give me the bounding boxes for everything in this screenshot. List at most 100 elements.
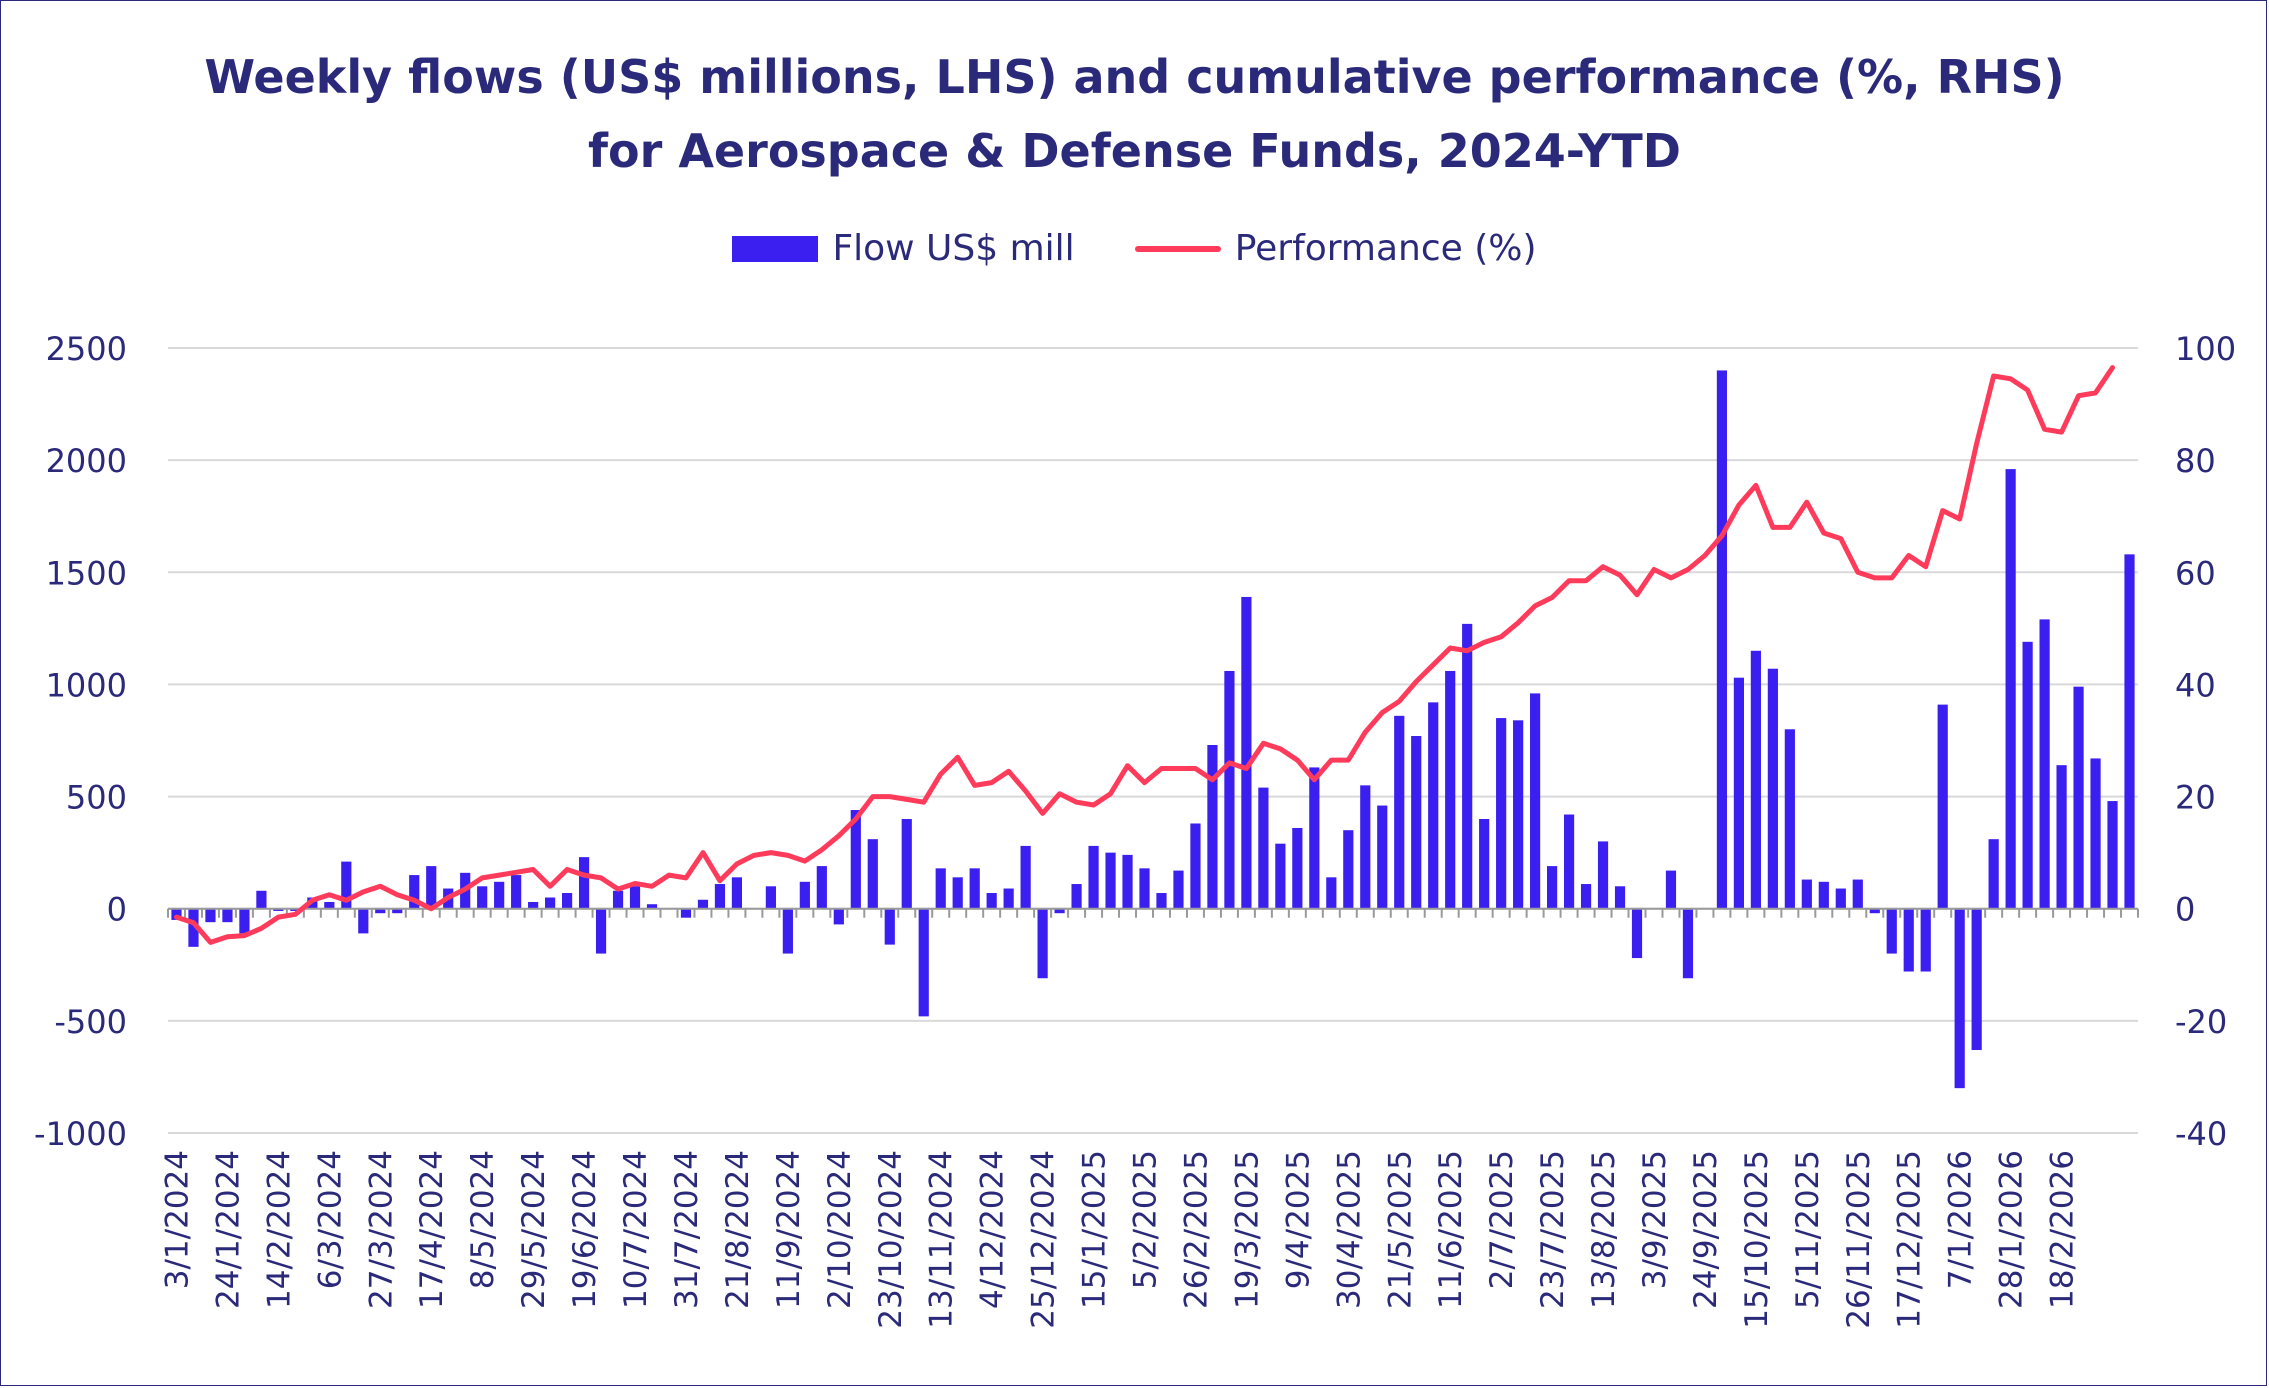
flow-bar <box>1445 670 1456 909</box>
flow-bar <box>1071 884 1082 909</box>
x-tick-label: 24/9/2025 <box>1688 1150 1724 1309</box>
flow-bar <box>2124 554 2135 909</box>
legend-item-performance: Performance (%) <box>1134 228 1537 269</box>
flow-bar <box>205 908 216 923</box>
flow-bar <box>714 884 726 909</box>
y-left-tick-label: 0 <box>107 891 127 929</box>
x-tick-label: 13/8/2025 <box>1586 1150 1622 1309</box>
x-tick-label: 21/8/2024 <box>720 1150 756 1309</box>
flow-bar <box>2056 765 2067 909</box>
flow-bar <box>1580 884 1592 909</box>
flow-bar <box>1258 787 1269 909</box>
flow-bar <box>477 886 488 909</box>
flow-bar <box>799 881 810 909</box>
x-tick-label: 10/7/2024 <box>618 1150 654 1309</box>
flow-bar <box>1886 908 1897 954</box>
y-left-tick-label: 1500 <box>46 554 127 592</box>
y-right-tick-label: 40 <box>2175 666 2216 704</box>
x-tick-label: 19/3/2025 <box>1229 1150 1265 1309</box>
flow-bar <box>324 901 335 909</box>
flow-bar <box>1241 596 1252 909</box>
x-tick-label: 26/11/2025 <box>1841 1150 1877 1329</box>
x-tick-label: 5/2/2025 <box>1128 1150 1164 1289</box>
flow-bar <box>816 866 827 909</box>
flow-bar <box>562 893 573 909</box>
flow-bar <box>1530 693 1541 909</box>
flow-bar <box>1971 908 1982 1051</box>
flow-bar <box>1411 736 1422 909</box>
flow-bar <box>986 893 997 909</box>
x-tick-label: 3/1/2024 <box>159 1150 195 1289</box>
chart-title-line-2: for Aerospace & Defense Funds, 2024-YTD <box>588 124 1681 178</box>
flow-bar <box>375 908 386 914</box>
flow-bar <box>1326 877 1337 909</box>
flow-bar <box>2107 801 2118 909</box>
flow-bar <box>782 908 793 954</box>
flow-bar <box>680 908 692 918</box>
flow-bar <box>595 908 607 954</box>
flow-bar <box>511 875 522 909</box>
flow-bar <box>1818 881 1829 909</box>
flow-bar <box>1173 870 1184 909</box>
bar-series <box>171 370 2135 1089</box>
flow-bar <box>1377 805 1388 909</box>
flow-bar <box>1309 767 1320 909</box>
flow-bar <box>578 857 590 909</box>
flow-bar <box>884 908 895 945</box>
x-tick-label: 23/10/2024 <box>873 1150 909 1329</box>
flow-bar <box>731 877 743 909</box>
flow-bar <box>1937 704 1948 909</box>
flow-bar <box>918 908 929 1017</box>
flow-bar <box>1597 841 1609 909</box>
flow-bar <box>646 904 658 909</box>
x-tick-label: 29/5/2024 <box>516 1150 552 1309</box>
y-right-tick-label: -40 <box>2175 1115 2227 1153</box>
y-right-tick-label: 20 <box>2175 779 2216 817</box>
flow-bar <box>239 908 250 934</box>
flow-bar <box>1394 715 1405 909</box>
flow-bar <box>290 908 301 911</box>
x-tick-label: 24/1/2024 <box>210 1150 246 1309</box>
flow-bar <box>1513 720 1524 909</box>
flow-bar <box>1920 908 1931 972</box>
flow-bar <box>1428 702 1439 909</box>
x-tick-label: 26/2/2025 <box>1178 1150 1214 1309</box>
flow-bar <box>1479 819 1490 909</box>
flow-bar <box>2005 469 2016 909</box>
y-left-tick-label: 1000 <box>46 666 127 704</box>
performance-line <box>174 365 2115 945</box>
flow-bar <box>188 908 199 947</box>
x-tick-label: 17/12/2025 <box>1892 1150 1928 1329</box>
y-axis-right: -40 -20 0 20 40 60 80 100 <box>2175 330 2236 1153</box>
x-tick-label: 13/11/2024 <box>924 1150 960 1329</box>
flow-bar <box>1563 814 1575 909</box>
flow-bar <box>901 819 912 909</box>
flow-bar <box>1784 729 1795 909</box>
x-tick-label: 2/10/2024 <box>822 1150 858 1309</box>
y-right-tick-label: 100 <box>2175 330 2236 368</box>
flow-bar <box>1360 785 1371 909</box>
x-tick-label: 19/6/2024 <box>567 1150 603 1309</box>
flow-bar <box>494 881 505 909</box>
legend-line-swatch <box>1134 245 1221 252</box>
flow-bar <box>2073 686 2084 909</box>
x-tick-label: 11/6/2025 <box>1433 1150 1469 1309</box>
flow-bar <box>545 897 556 909</box>
x-tick-label: 4/12/2024 <box>975 1150 1011 1309</box>
flow-bar <box>2090 758 2101 909</box>
flow-bar <box>1156 893 1167 909</box>
flow-bar <box>867 839 878 909</box>
flow-bar <box>2039 619 2050 909</box>
flow-bar <box>1496 718 1507 909</box>
y-left-tick-label: 2000 <box>46 442 127 480</box>
x-tick-label: 14/2/2024 <box>261 1150 297 1309</box>
flow-bar <box>1088 845 1099 909</box>
flow-bar <box>1716 370 1728 909</box>
flow-bar <box>1835 888 1846 909</box>
flow-bar <box>1122 854 1133 909</box>
flow-bar <box>1852 879 1863 909</box>
x-tick-label: 6/3/2024 <box>312 1150 348 1289</box>
flow-bar <box>1665 870 1677 909</box>
flow-bar <box>952 877 963 909</box>
